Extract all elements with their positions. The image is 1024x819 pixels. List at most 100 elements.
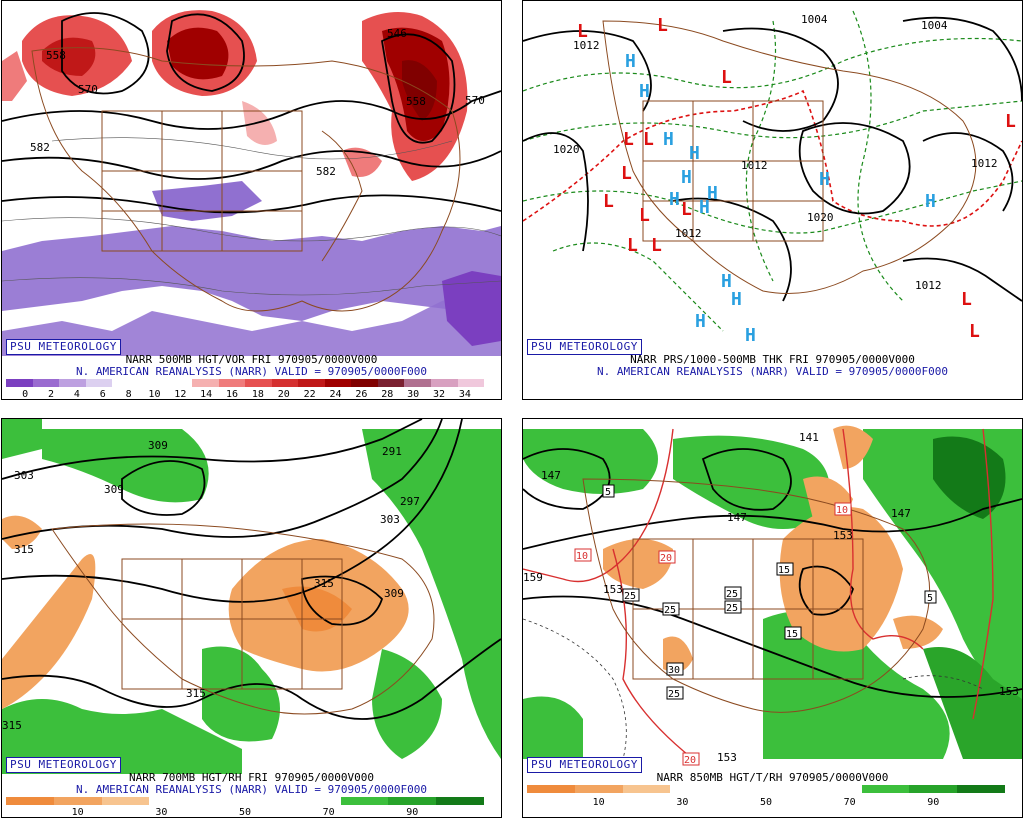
svg-text:20: 20 (684, 755, 696, 766)
scale-swatch (6, 797, 54, 805)
scale-tick-label: 14 (200, 389, 213, 400)
contour-label: 1004 (801, 13, 828, 26)
panel-pressure-thickness: H H H H H H H H H H H H H H L L L L L L … (522, 0, 1023, 400)
scale-tick-label: 30 (155, 807, 168, 818)
scale-tick-label: 18 (251, 389, 264, 400)
scale-swatch (909, 785, 958, 793)
scale-tick-label: 50 (759, 797, 773, 808)
contour-label: 1004 (921, 19, 948, 32)
scale-swatch (436, 797, 484, 805)
scale-tick-label: 34 (458, 389, 471, 400)
contour-label: 303 (14, 469, 34, 482)
scale-tick-label: 30 (407, 389, 420, 400)
temp-label: 25 (724, 586, 742, 600)
contour-label: 315 (14, 543, 34, 556)
contour-label: 315 (186, 687, 206, 700)
temp-label: 25 (724, 600, 742, 614)
scale-swatch (298, 379, 325, 387)
color-scale (6, 797, 484, 805)
temp-label: 25 (662, 602, 680, 616)
scale-swatch (765, 785, 814, 793)
scale-tick-label: 26 (355, 389, 368, 400)
low-pressure-marker: L (623, 129, 634, 150)
contour-label: 147 (541, 469, 561, 482)
contour-label: 546 (387, 27, 407, 40)
contour-label: 147 (727, 511, 747, 524)
scale-tick-label: 6 (99, 389, 106, 400)
svg-text:25: 25 (726, 603, 738, 614)
svg-text:20: 20 (660, 553, 672, 564)
panel-700mb-rh: 309 303 309 291 297 303 315 315 309 315 … (1, 418, 502, 818)
scale-tick-label: 10 (148, 389, 161, 400)
psu-meteorology-badge: PSU METEOROLOGY (6, 757, 121, 773)
high-pressure-marker: H (689, 143, 700, 164)
scale-tick-label: 70 (843, 797, 856, 808)
scale-tick-label: 4 (73, 389, 80, 400)
svg-text:25: 25 (664, 605, 676, 616)
low-pressure-marker: L (603, 191, 614, 212)
scale-swatch (457, 379, 485, 387)
contour-label: 159 (523, 571, 543, 584)
temp-label: 5 (924, 590, 937, 604)
scale-swatch (165, 379, 192, 387)
scale-swatch (861, 785, 910, 793)
panel-850mb-temp-rh: 141 147 147 147 153 153 153 159 153 5 10… (522, 418, 1023, 818)
scale-swatch (622, 785, 671, 793)
low-pressure-marker: L (639, 205, 650, 226)
temp-label: 10 (574, 548, 592, 562)
scale-swatch (292, 797, 341, 805)
temp-label: 25 (666, 686, 684, 700)
color-scale (6, 379, 485, 387)
scale-swatch (244, 797, 293, 805)
low-pressure-marker: L (1005, 111, 1016, 132)
scale-swatch (388, 797, 437, 805)
contour-label: 1012 (741, 159, 768, 172)
scale-swatch (245, 379, 272, 387)
contour-label: 297 (400, 495, 420, 508)
temp-label: 15 (784, 626, 802, 640)
contour-label: 315 (314, 577, 334, 590)
scale-swatch (324, 379, 352, 387)
contour-label: 570 (465, 94, 485, 107)
panel-title: NARR 500MB HGT/VOR FRI 970905/0000V000 (125, 353, 378, 366)
contour-label: 1020 (807, 211, 834, 224)
temp-label: 10 (834, 502, 852, 516)
contour-label: 1012 (915, 279, 942, 292)
scale-tick-label: 90 (927, 797, 940, 808)
contour-label: 141 (799, 431, 819, 444)
svg-text:5: 5 (605, 487, 611, 498)
scale-swatch (957, 785, 1005, 793)
scale-tick-label: 2 (47, 389, 54, 400)
scale-swatch (271, 379, 299, 387)
temp-label: 25 (622, 588, 640, 602)
scale-ticks: 0 2 4 6 8 10 12 14 16 18 20 22 24 26 28 30 32 34 (6, 389, 484, 400)
svg-text:5: 5 (927, 593, 933, 604)
contour-label: 558 (406, 95, 426, 108)
scale-swatch (527, 785, 575, 793)
scale-swatch (574, 785, 623, 793)
scale-swatch (431, 379, 458, 387)
scale-swatch (813, 785, 862, 793)
scale-swatch (59, 379, 86, 387)
scale-tick-label: 16 (226, 389, 239, 400)
low-pressure-marker: L (643, 129, 654, 150)
scale-tick-label: 10 (71, 807, 84, 818)
color-scale (527, 785, 1005, 793)
scale-swatch (404, 379, 431, 387)
contour-label: 291 (382, 445, 402, 458)
scale-swatch (149, 797, 198, 805)
high-pressure-marker: H (639, 81, 650, 102)
svg-text:15: 15 (786, 629, 798, 640)
svg-text:10: 10 (576, 551, 588, 562)
scale-swatch (218, 379, 246, 387)
contour-label: 153 (833, 529, 853, 542)
high-pressure-marker: H (681, 167, 692, 188)
low-pressure-marker: L (961, 289, 972, 310)
low-pressure-marker: L (657, 15, 668, 36)
contour-label: 1012 (573, 39, 600, 52)
svg-text:25: 25 (624, 591, 636, 602)
psu-meteorology-badge: PSU METEOROLOGY (6, 339, 121, 355)
vorticity-map: 558 570 546 582 570 558 582 (2, 10, 501, 356)
contour-label: 558 (46, 49, 66, 62)
low-pressure-marker: L (721, 67, 732, 88)
